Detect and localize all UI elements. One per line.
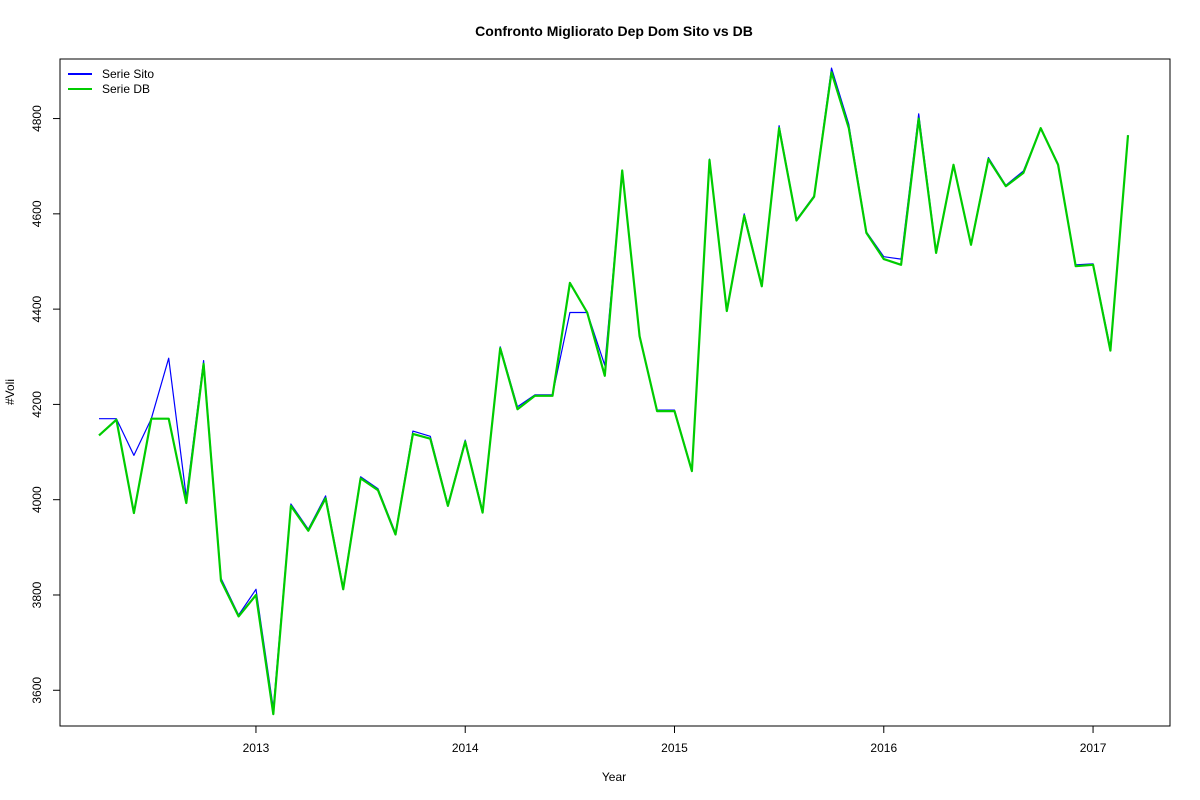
y-axis: 3600 3800 4000 4200 4400 4600 4800: [30, 105, 60, 704]
x-tick-label: 2016: [870, 741, 897, 755]
y-tick-label: 4200: [30, 391, 44, 418]
y-tick-label: 3600: [30, 677, 44, 704]
x-tick-label: 2015: [661, 741, 688, 755]
series-lines: [98, 67, 1130, 716]
y-axis-label: #Voli: [3, 379, 17, 405]
x-axis-label: Year: [602, 770, 626, 784]
series-line-db: [98, 71, 1130, 716]
y-tick-label: 3800: [30, 581, 44, 608]
plot-frame: [59, 58, 1171, 727]
legend-label: Serie DB: [102, 82, 150, 96]
x-tick-label: 2017: [1080, 741, 1107, 755]
chart-title: Confronto Migliorato Dep Dom Sito vs DB: [475, 23, 753, 39]
x-axis: 2013 2014 2015 2016 2017: [243, 726, 1107, 755]
x-tick-label: 2013: [243, 741, 270, 755]
y-tick-label: 4000: [30, 486, 44, 513]
x-tick-label: 2014: [452, 741, 479, 755]
y-tick-label: 4800: [30, 105, 44, 132]
y-tick-label: 4400: [30, 295, 44, 322]
y-tick-label: 4600: [30, 200, 44, 227]
legend-label: Serie Sito: [102, 67, 154, 81]
